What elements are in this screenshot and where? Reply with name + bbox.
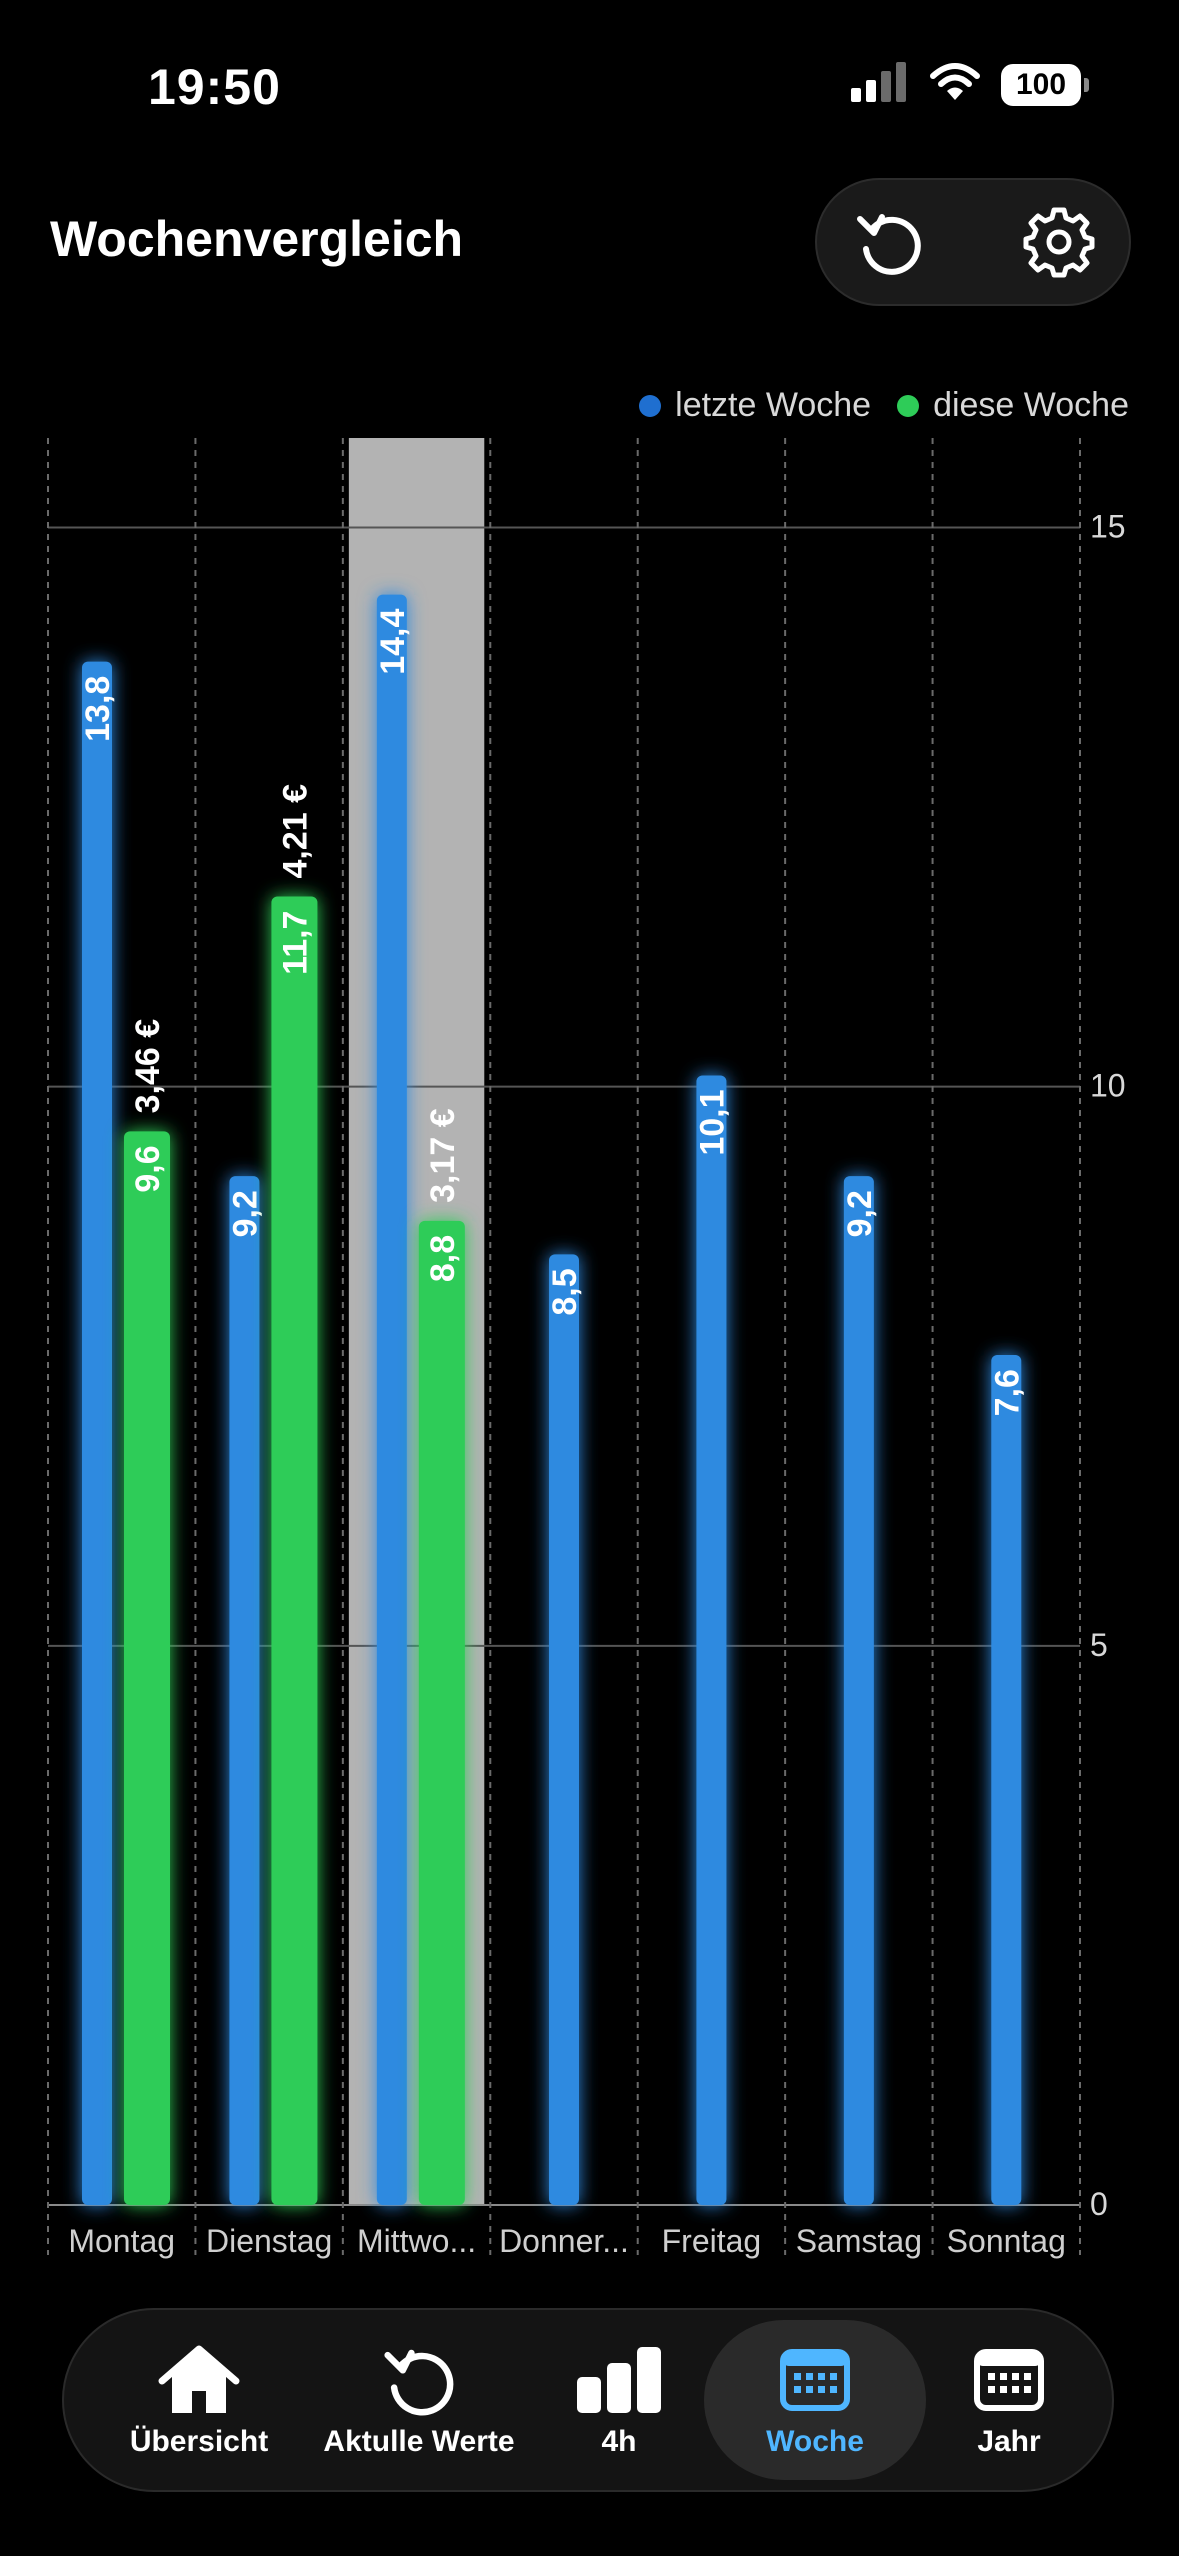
y-tick-label: 0 xyxy=(1090,2186,1108,2222)
legend-dot-icon xyxy=(639,394,662,417)
tab-overview[interactable]: Übersicht xyxy=(104,2320,294,2480)
week-comparison-chart[interactable]: 0 5 10 15 13,8 9,6 3,46 € Montag 9,2 11,7 4,21 € Di… xyxy=(0,430,1179,2270)
header-actions xyxy=(815,178,1131,306)
bar-value-label: 14,4 xyxy=(374,608,412,674)
bar-this-week xyxy=(124,1131,170,2205)
x-tick-label: Freitag xyxy=(662,2223,762,2259)
bar-value-label: 9,2 xyxy=(226,1190,264,1237)
signal-icon xyxy=(851,62,909,107)
bar-value-label: 10,1 xyxy=(693,1089,731,1155)
bar-value-label: 9,6 xyxy=(129,1145,167,1192)
battery-level: 100 xyxy=(1015,67,1067,101)
tab-label: Übersicht xyxy=(129,2425,269,2458)
bar-last-week xyxy=(376,594,407,2206)
bar-last-week xyxy=(549,1254,579,2205)
tab-4h[interactable]: 4h xyxy=(544,2320,694,2480)
calendar-week-icon xyxy=(780,2341,850,2419)
bar-last-week xyxy=(229,1176,260,2205)
calendar-icon xyxy=(974,2341,1044,2419)
bar-last-week xyxy=(82,661,112,2205)
bar-chart-icon xyxy=(575,2341,663,2419)
gear-icon xyxy=(1022,205,1096,284)
bar-last-week xyxy=(991,1355,1022,2205)
x-tick-label: Montag xyxy=(68,2223,175,2259)
x-tick-label: Donner... xyxy=(499,2223,629,2259)
battery-icon: 100 xyxy=(1001,63,1089,106)
chart-legend: letzte Woche diese Woche xyxy=(639,386,1129,425)
tab-year[interactable]: Jahr xyxy=(934,2320,1084,2480)
bar-value-label: 9,2 xyxy=(841,1190,879,1237)
bar-value-label: 7,6 xyxy=(988,1369,1026,1416)
tab-label: Woche xyxy=(766,2425,864,2458)
y-tick-label: 5 xyxy=(1090,1627,1108,1663)
legend-dot-icon xyxy=(897,394,920,417)
bar-this-week xyxy=(271,896,318,2205)
bar-value-label: 8,8 xyxy=(424,1235,462,1282)
tab-current-values[interactable]: Aktulle Werte xyxy=(304,2320,534,2480)
reload-icon xyxy=(852,205,926,284)
settings-button[interactable] xyxy=(1017,202,1101,286)
status-icons: 100 xyxy=(851,62,1089,107)
page-title: Wochenvergleich xyxy=(50,211,464,267)
tab-label: Aktulle Werte xyxy=(323,2425,515,2458)
tab-label: Jahr xyxy=(977,2425,1041,2458)
status-time: 19:50 xyxy=(148,59,281,115)
wifi-icon xyxy=(929,62,981,107)
legend-label: diese Woche xyxy=(933,386,1129,424)
x-tick-label: Samstag xyxy=(796,2223,922,2259)
legend-label: letzte Woche xyxy=(675,386,872,424)
reload-icon xyxy=(379,2341,459,2419)
tab-week[interactable]: Woche xyxy=(704,2320,926,2480)
bar-last-week xyxy=(843,1176,874,2205)
x-tick-label: Mittwo... xyxy=(357,2223,476,2259)
bar-value-label: 11,7 xyxy=(276,911,314,975)
home-icon xyxy=(156,2341,242,2419)
reload-button[interactable] xyxy=(847,202,931,286)
bar-this-week xyxy=(418,1220,465,2205)
y-tick-label: 15 xyxy=(1090,508,1126,544)
bar-cost-label: 3,46 € xyxy=(129,1019,167,1114)
legend-item-this-week: diese Woche xyxy=(897,386,1129,425)
bar-value-label: 8,5 xyxy=(546,1268,584,1315)
bar-cost-label: 3,17 € xyxy=(424,1108,462,1203)
tab-bar: Übersicht Aktulle Werte 4h xyxy=(62,2308,1114,2492)
tab-label: 4h xyxy=(601,2425,637,2458)
legend-item-last-week: letzte Woche xyxy=(639,386,871,425)
bar-last-week xyxy=(696,1075,727,2205)
y-tick-label: 10 xyxy=(1090,1068,1126,1104)
bar-cost-label: 4,21 € xyxy=(276,784,314,879)
x-tick-label: Dienstag xyxy=(206,2223,332,2259)
bar-value-label: 13,8 xyxy=(79,676,117,742)
x-tick-label: Sonntag xyxy=(947,2223,1066,2259)
